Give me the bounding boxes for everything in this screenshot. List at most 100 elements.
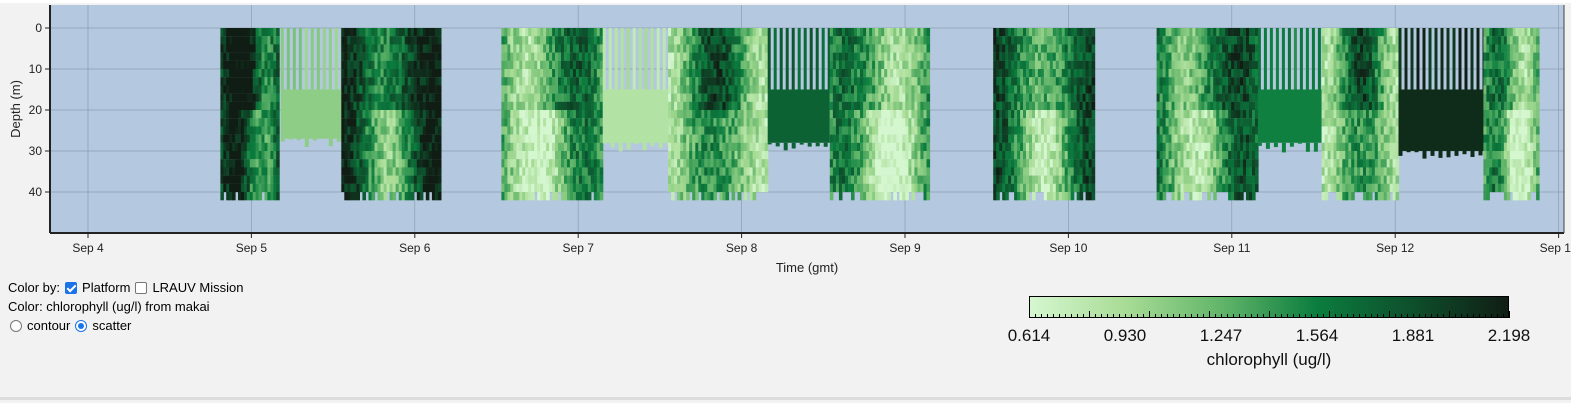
data-cell [887,36,891,45]
data-cell [1240,93,1244,102]
data-cell [1354,101,1358,111]
data-cell [416,183,421,193]
data-cell [558,36,562,45]
data-cell [848,134,852,143]
data-cell [1037,175,1042,184]
data-cell [1061,101,1066,111]
data-cell [243,36,248,45]
data-cell [410,52,415,61]
data-cell [1032,126,1036,135]
data-cell [1330,183,1335,193]
data-cell [555,77,559,86]
data-cell [276,85,280,94]
data-cell [884,77,888,86]
data-cell [1171,52,1176,61]
data-cell [1327,167,1332,176]
data-cell [1037,101,1042,111]
data-cell [683,28,687,37]
data-cell [881,159,885,168]
data-cell [353,77,357,86]
data-cell [567,28,571,37]
data-cell [220,52,224,61]
data-cell [240,101,245,111]
data-cell [1177,36,1182,45]
data-cell [404,36,409,45]
data-cell [1219,142,1223,152]
data-cell [1216,151,1220,160]
data-cell [1061,183,1066,193]
data-cell [419,101,424,111]
data-cell [674,167,678,176]
data-cell [758,159,763,168]
data-cell [914,60,918,70]
data-cell [1029,52,1033,61]
data-cell [1032,175,1036,184]
data-cell [860,85,864,94]
data-cell [374,77,379,86]
data-cell [838,44,843,53]
data-cell [235,101,239,111]
data-cell [902,69,906,78]
data-cell [267,175,271,184]
data-cell [680,85,684,94]
data-cell [383,36,388,45]
data-cell [359,44,363,53]
data-cell [264,151,268,160]
data-cell [507,142,511,152]
data-cell [1183,151,1188,160]
data-cell [1333,36,1338,45]
data-cell [1162,69,1167,78]
data-cell [719,52,723,61]
data-cell [1156,60,1161,70]
data-cell [908,134,912,143]
data-cell [350,69,354,78]
data-cell [386,118,391,127]
data-cell [1014,101,1018,111]
data-cell [1037,60,1042,70]
data-cell [1363,167,1367,176]
data-cell [911,101,915,111]
data-cell [395,101,400,111]
data-cell [416,69,421,78]
data-cell [1243,44,1247,53]
data-cell [710,175,714,184]
data-cell [255,126,260,135]
data-cell [404,110,409,119]
data-cell [1228,110,1232,119]
data-cell [1082,151,1087,160]
data-cell [1005,134,1009,143]
data-cell [740,36,745,45]
data-cell [767,89,830,143]
time-depth-plot[interactable]: Sep 4 Sep 5 Sep 6 Sep 7 Sep 8 Sep 9 Sep 10 Sep … [0,0,1571,275]
data-cell [993,118,997,127]
data-cell [567,126,571,135]
data-cell [1029,110,1033,119]
data-cell [731,69,736,78]
data-cell [841,134,846,143]
data-cell [857,85,861,94]
data-cell [249,36,254,45]
data-cell [1234,85,1238,94]
data-cell [386,101,391,111]
data-cell [246,167,251,176]
data-cell [549,69,553,78]
data-cell [1156,52,1161,61]
data-cell [238,36,242,45]
data-cell [575,77,580,86]
data-cell [593,142,598,152]
data-cell [695,110,699,119]
data-cell [240,110,245,119]
data-cell [844,101,849,111]
data-cell [431,44,436,53]
data-cell [674,175,678,184]
data-cell [347,126,351,135]
data-cell [1085,77,1090,86]
data-cell [270,183,274,193]
data-cell [1243,167,1247,176]
data-cell [587,44,592,53]
data-cell [1091,151,1096,160]
data-cell [437,134,442,143]
data-cell [584,77,589,86]
data-cell [413,93,418,102]
data-cell [238,134,242,143]
